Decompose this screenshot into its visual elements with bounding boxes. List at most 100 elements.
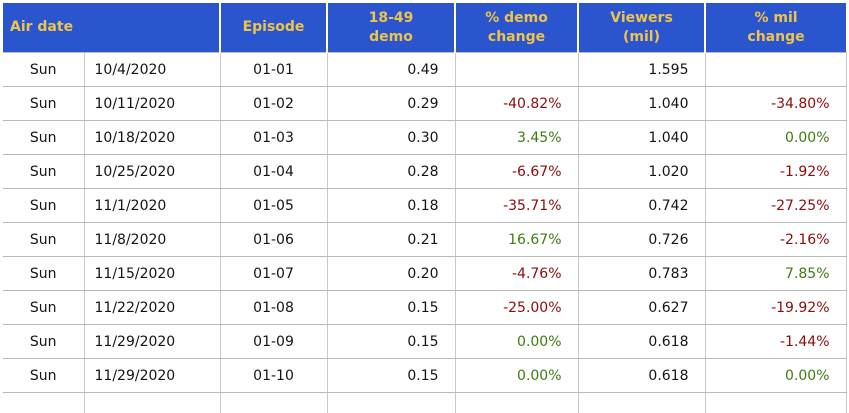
cell-air-date: 10/25/2020 bbox=[84, 154, 221, 189]
cell-air-date: 11/1/2020 bbox=[84, 188, 221, 223]
cell-air-date: 11/29/2020 bbox=[84, 324, 221, 359]
table-row: Sun 11/1/2020 01-05 0.18 -35.71% 0.742 -… bbox=[3, 188, 847, 223]
header-viewers-line2: (mil) bbox=[623, 28, 660, 45]
cell-mil-change: 0.00% bbox=[705, 120, 847, 155]
cell-episode: 01-08 bbox=[220, 290, 328, 325]
cell-demo: 0.15 bbox=[327, 358, 456, 393]
header-demo-line1: 18-49 bbox=[368, 10, 414, 27]
cell-demo-change bbox=[455, 52, 579, 87]
cell-demo-change: -40.82% bbox=[455, 86, 579, 121]
cell-viewers: 0.783 bbox=[578, 256, 706, 291]
header-mil-change-line2: change bbox=[747, 28, 805, 45]
header-demo: 18-49 demo bbox=[327, 3, 457, 53]
cell-demo: 0.18 bbox=[327, 188, 456, 223]
header-mil-change-line1: % mil bbox=[754, 10, 798, 27]
cell-air-day: Sun bbox=[3, 120, 85, 155]
cell-mil-change: -2.16% bbox=[705, 222, 847, 257]
cell-episode: 01-03 bbox=[220, 120, 328, 155]
header-episode-label: Episode bbox=[242, 19, 305, 36]
header-viewers: Viewers (mil) bbox=[578, 3, 707, 53]
header-demo-line2: demo bbox=[369, 28, 413, 45]
cell-demo-change: 0.00% bbox=[455, 358, 579, 393]
cell-air-date bbox=[84, 392, 221, 413]
cell-demo bbox=[327, 392, 456, 413]
cell-episode: 01-01 bbox=[220, 52, 328, 87]
cell-episode: 01-04 bbox=[220, 154, 328, 189]
header-mil-change: % mil change bbox=[705, 3, 847, 53]
cell-viewers: 0.742 bbox=[578, 188, 706, 223]
cell-demo-change: -4.76% bbox=[455, 256, 579, 291]
cell-viewers: 0.726 bbox=[578, 222, 706, 257]
table-body: Sun 10/4/2020 01-01 0.49 1.595 Sun 10/11… bbox=[3, 52, 847, 413]
cell-air-day: Sun bbox=[3, 188, 85, 223]
cell-episode: 01-06 bbox=[220, 222, 328, 257]
cell-demo-change: -25.00% bbox=[455, 290, 579, 325]
cell-air-day: Sun bbox=[3, 290, 85, 325]
cell-viewers bbox=[578, 392, 706, 413]
cell-demo-change: -35.71% bbox=[455, 188, 579, 223]
cell-episode: 01-05 bbox=[220, 188, 328, 223]
table-row: Sun 10/4/2020 01-01 0.49 1.595 bbox=[3, 52, 847, 87]
header-air-date: Air date bbox=[3, 3, 222, 53]
table-header: Air date Episode 18-49 demo % demo chang… bbox=[3, 3, 847, 53]
cell-air-date: 11/15/2020 bbox=[84, 256, 221, 291]
cell-mil-change: 7.85% bbox=[705, 256, 847, 291]
cell-demo: 0.49 bbox=[327, 52, 456, 87]
cell-demo: 0.28 bbox=[327, 154, 456, 189]
episode-ratings-table: Air date Episode 18-49 demo % demo chang… bbox=[3, 3, 847, 413]
cell-air-date: 10/11/2020 bbox=[84, 86, 221, 121]
cell-air-day: Sun bbox=[3, 222, 85, 257]
cell-air-day: Sun bbox=[3, 52, 85, 87]
cell-demo-change: 16.67% bbox=[455, 222, 579, 257]
cell-viewers: 1.040 bbox=[578, 120, 706, 155]
cell-air-date: 10/18/2020 bbox=[84, 120, 221, 155]
cell-demo: 0.29 bbox=[327, 86, 456, 121]
header-demo-change: % demo change bbox=[455, 3, 580, 53]
cell-demo-change: 3.45% bbox=[455, 120, 579, 155]
cell-episode: 01-10 bbox=[220, 358, 328, 393]
cell-air-date: 11/29/2020 bbox=[84, 358, 221, 393]
cell-mil-change: -19.92% bbox=[705, 290, 847, 325]
cell-mil-change: -34.80% bbox=[705, 86, 847, 121]
cell-air-day: Sun bbox=[3, 154, 85, 189]
header-viewers-line1: Viewers bbox=[610, 10, 673, 27]
cell-viewers: 0.627 bbox=[578, 290, 706, 325]
table-row: Sun 10/25/2020 01-04 0.28 -6.67% 1.020 -… bbox=[3, 154, 847, 189]
cell-mil-change: -27.25% bbox=[705, 188, 847, 223]
table-row: Sun 11/29/2020 01-10 0.15 0.00% 0.618 0.… bbox=[3, 358, 847, 393]
cell-viewers: 0.618 bbox=[578, 324, 706, 359]
table-row: Sun 11/8/2020 01-06 0.21 16.67% 0.726 -2… bbox=[3, 222, 847, 257]
cell-demo-change: -6.67% bbox=[455, 154, 579, 189]
cell-air-date: 11/8/2020 bbox=[84, 222, 221, 257]
table-row: Sun 11/22/2020 01-08 0.15 -25.00% 0.627 … bbox=[3, 290, 847, 325]
cell-episode bbox=[220, 392, 328, 413]
cell-air-day: Sun bbox=[3, 358, 85, 393]
cell-mil-change: 0.00% bbox=[705, 358, 847, 393]
cell-air-day bbox=[3, 392, 85, 413]
cell-demo-change bbox=[455, 392, 579, 413]
table-row: Sun 10/11/2020 01-02 0.29 -40.82% 1.040 … bbox=[3, 86, 847, 121]
cell-air-day: Sun bbox=[3, 86, 85, 121]
header-demo-change-line2: change bbox=[487, 28, 546, 45]
cell-demo: 0.15 bbox=[327, 324, 456, 359]
cell-demo-change: 0.00% bbox=[455, 324, 579, 359]
cell-episode: 01-02 bbox=[220, 86, 328, 121]
cell-episode: 01-07 bbox=[220, 256, 328, 291]
table-row: Sun 10/18/2020 01-03 0.30 3.45% 1.040 0.… bbox=[3, 120, 847, 155]
table-row: Sun 11/29/2020 01-09 0.15 0.00% 0.618 -1… bbox=[3, 324, 847, 359]
cell-viewers: 0.618 bbox=[578, 358, 706, 393]
header-episode: Episode bbox=[220, 3, 329, 53]
header-air-date-label: Air date bbox=[10, 19, 74, 36]
cell-viewers: 1.040 bbox=[578, 86, 706, 121]
cell-demo: 0.30 bbox=[327, 120, 456, 155]
cell-viewers: 1.595 bbox=[578, 52, 706, 87]
cell-demo: 0.21 bbox=[327, 222, 456, 257]
cell-air-day: Sun bbox=[3, 324, 85, 359]
header-demo-change-line1: % demo bbox=[485, 10, 548, 27]
cell-mil-change bbox=[705, 392, 847, 413]
table-row: Sun 11/15/2020 01-07 0.20 -4.76% 0.783 7… bbox=[3, 256, 847, 291]
cell-mil-change bbox=[705, 52, 847, 87]
cell-mil-change: -1.92% bbox=[705, 154, 847, 189]
cell-air-day: Sun bbox=[3, 256, 85, 291]
